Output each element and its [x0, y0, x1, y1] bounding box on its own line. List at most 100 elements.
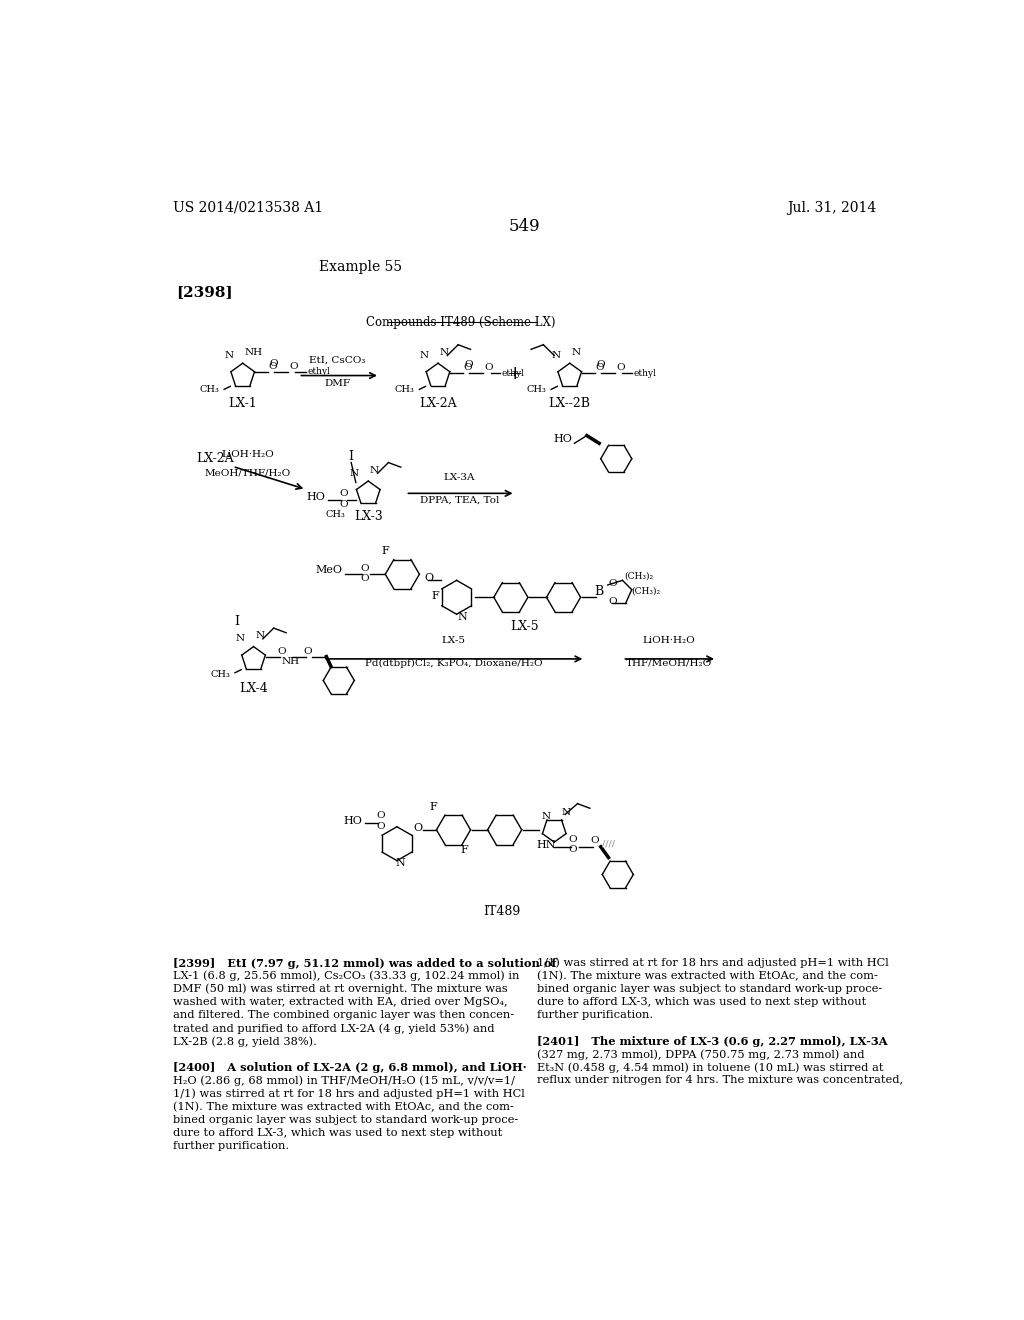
Text: O: O	[424, 573, 433, 583]
Text: O: O	[590, 836, 599, 845]
Text: LX-2B (2.8 g, yield 38%).: LX-2B (2.8 g, yield 38%).	[173, 1036, 316, 1047]
Text: ethyl: ethyl	[633, 368, 656, 378]
Text: LX--2B: LX--2B	[549, 397, 591, 411]
Text: O: O	[303, 647, 312, 656]
Text: LX-2A: LX-2A	[197, 453, 233, 465]
Text: (1N). The mixture was extracted with EtOAc, and the com-: (1N). The mixture was extracted with EtO…	[173, 1102, 514, 1111]
Text: washed with water, extracted with EA, dried over MgSO₄,: washed with water, extracted with EA, dr…	[173, 997, 508, 1007]
Text: +: +	[507, 366, 523, 383]
Text: N: N	[439, 348, 449, 356]
Text: O: O	[616, 363, 625, 372]
Text: N: N	[542, 812, 551, 821]
Text: dure to afford LX-3, which was used to next step without: dure to afford LX-3, which was used to n…	[173, 1127, 502, 1138]
Text: O: O	[596, 360, 605, 370]
Text: Compounds IT489 (Scheme LX): Compounds IT489 (Scheme LX)	[367, 317, 556, 329]
Text: IT489: IT489	[483, 906, 520, 919]
Text: bined organic layer was subject to standard work-up proce-: bined organic layer was subject to stand…	[173, 1114, 518, 1125]
Text: O: O	[289, 362, 298, 371]
Text: O: O	[608, 597, 617, 606]
Text: 1/1) was stirred at rt for 18 hrs and adjusted pH=1 with HCl: 1/1) was stirred at rt for 18 hrs and ad…	[538, 958, 889, 969]
Text: O: O	[414, 824, 423, 833]
Text: Et₃N (0.458 g, 4.54 mmol) in toluene (10 mL) was stirred at: Et₃N (0.458 g, 4.54 mmol) in toluene (10…	[538, 1063, 884, 1073]
Text: DPPA, TEA, Tol: DPPA, TEA, Tol	[420, 496, 500, 504]
Text: N: N	[224, 351, 233, 360]
Text: reflux under nitrogen for 4 hrs. The mixture was concentrated,: reflux under nitrogen for 4 hrs. The mix…	[538, 1076, 903, 1085]
Text: O: O	[278, 647, 286, 656]
Text: HO: HO	[343, 816, 362, 825]
Text: LX-4: LX-4	[240, 682, 268, 696]
Text: N: N	[255, 631, 264, 640]
Text: I: I	[234, 615, 239, 628]
Text: NH: NH	[245, 348, 262, 356]
Text: LX-2A: LX-2A	[419, 397, 457, 411]
Text: [2399]   EtI (7.97 g, 51.12 mmol) was added to a solution of: [2399] EtI (7.97 g, 51.12 mmol) was adde…	[173, 958, 556, 969]
Text: N: N	[458, 611, 468, 622]
Text: [2398]: [2398]	[176, 285, 232, 300]
Text: THF/MeOH/H₂O: THF/MeOH/H₂O	[626, 659, 712, 668]
Text: B: B	[594, 585, 603, 598]
Text: MeO: MeO	[315, 565, 343, 576]
Text: DMF (50 ml) was stirred at rt overnight. The mixture was: DMF (50 ml) was stirred at rt overnight.…	[173, 983, 508, 994]
Text: bined organic layer was subject to standard work-up proce-: bined organic layer was subject to stand…	[538, 983, 883, 994]
Text: N: N	[551, 351, 560, 360]
Text: I: I	[349, 450, 353, 463]
Text: further purification.: further purification.	[538, 1010, 653, 1020]
Text: LX-1: LX-1	[228, 397, 257, 411]
Text: LX-3: LX-3	[354, 511, 383, 523]
Text: H₂O (2.86 g, 68 mmol) in THF/MeOH/H₂O (15 mL, v/v/v=1/: H₂O (2.86 g, 68 mmol) in THF/MeOH/H₂O (1…	[173, 1076, 515, 1086]
Text: CH₃: CH₃	[395, 385, 415, 393]
Text: O: O	[377, 822, 385, 832]
Text: (327 mg, 2.73 mmol), DPPA (750.75 mg, 2.73 mmol) and: (327 mg, 2.73 mmol), DPPA (750.75 mg, 2.…	[538, 1049, 864, 1060]
Text: LX-1 (6.8 g, 25.56 mmol), Cs₂CO₃ (33.33 g, 102.24 mmol) in: LX-1 (6.8 g, 25.56 mmol), Cs₂CO₃ (33.33 …	[173, 970, 519, 981]
Text: O: O	[595, 363, 604, 372]
Text: LX-5: LX-5	[441, 636, 466, 645]
Text: F: F	[461, 845, 468, 855]
Text: ethyl: ethyl	[502, 368, 524, 378]
Text: N: N	[350, 469, 358, 478]
Text: dure to afford LX-3, which was used to next step without: dure to afford LX-3, which was used to n…	[538, 997, 866, 1007]
Text: ////: ////	[602, 840, 615, 849]
Text: (1N). The mixture was extracted with EtOAc, and the com-: (1N). The mixture was extracted with EtO…	[538, 970, 878, 981]
Text: O: O	[377, 812, 385, 821]
Text: [2401]   The mixture of LX-3 (0.6 g, 2.27 mmol), LX-3A: [2401] The mixture of LX-3 (0.6 g, 2.27 …	[538, 1036, 888, 1047]
Text: CH₃: CH₃	[326, 511, 345, 519]
Text: F: F	[429, 801, 437, 812]
Text: HN: HN	[537, 841, 556, 850]
Text: O: O	[339, 500, 348, 508]
Text: EtI, CsCO₃: EtI, CsCO₃	[309, 356, 366, 364]
Text: trated and purified to afford LX-2A (4 g, yield 53%) and: trated and purified to afford LX-2A (4 g…	[173, 1023, 495, 1034]
Text: DMF: DMF	[325, 379, 350, 388]
Text: NH: NH	[282, 657, 300, 667]
Text: O: O	[465, 360, 473, 370]
Text: 1/1) was stirred at rt for 18 hrs and adjusted pH=1 with HCl: 1/1) was stirred at rt for 18 hrs and ad…	[173, 1089, 524, 1100]
Text: 549: 549	[509, 218, 541, 235]
Text: N: N	[562, 808, 571, 817]
Text: O: O	[360, 574, 369, 583]
Text: further purification.: further purification.	[173, 1140, 289, 1151]
Text: (CH₃)₂: (CH₃)₂	[624, 572, 653, 581]
Text: Jul. 31, 2014: Jul. 31, 2014	[787, 201, 877, 215]
Text: N: N	[236, 635, 244, 643]
Text: O: O	[360, 564, 369, 573]
Text: F: F	[381, 546, 389, 556]
Text: O: O	[608, 579, 617, 587]
Text: CH₃: CH₃	[526, 385, 547, 393]
Text: and filtered. The combined organic layer was then concen-: and filtered. The combined organic layer…	[173, 1010, 514, 1020]
Text: LX-5: LX-5	[511, 620, 539, 634]
Text: ethyl: ethyl	[308, 367, 331, 376]
Text: HO: HO	[553, 434, 572, 445]
Text: LX-3A: LX-3A	[444, 473, 475, 482]
Text: US 2014/0213538 A1: US 2014/0213538 A1	[173, 201, 324, 215]
Text: Pd(dtbpf)Cl₂, K₃PO₄, Dioxane/H₂O: Pd(dtbpf)Cl₂, K₃PO₄, Dioxane/H₂O	[365, 659, 543, 668]
Text: N: N	[396, 858, 406, 869]
Text: O: O	[269, 359, 278, 368]
Text: O: O	[464, 363, 472, 372]
Text: O: O	[568, 836, 578, 845]
Text: CH₃: CH₃	[210, 669, 230, 678]
Text: CH₃: CH₃	[200, 385, 219, 393]
Text: (CH₃)₂: (CH₃)₂	[632, 586, 660, 595]
Text: F: F	[432, 591, 439, 601]
Text: HO: HO	[307, 492, 326, 502]
Text: N: N	[370, 466, 379, 475]
Text: N: N	[571, 348, 581, 356]
